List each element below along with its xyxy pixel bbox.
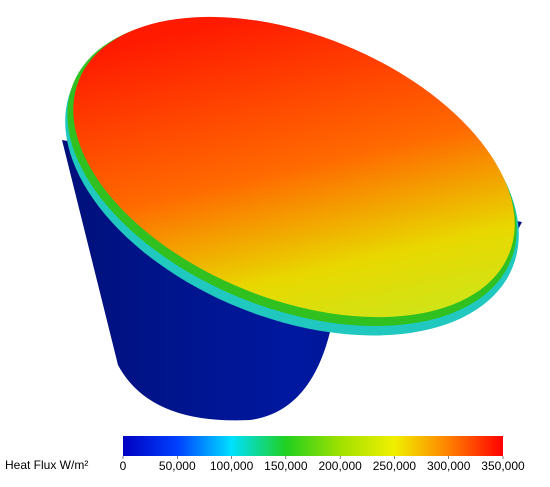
tick-label: 350,000	[481, 459, 525, 473]
colorbar-label: Heat Flux W/m²	[5, 458, 88, 472]
tick-label: 250,000	[373, 459, 417, 473]
tick-label: 0	[120, 459, 127, 473]
cone-object	[62, 16, 522, 421]
colorbar	[123, 436, 503, 456]
tick-label: 50,000	[159, 459, 196, 473]
tick-label: 300,000	[427, 459, 471, 473]
top-surface	[73, 16, 515, 318]
tick-label: 100,000	[210, 459, 254, 473]
tick-label: 150,000	[264, 459, 308, 473]
tick-label: 200,000	[318, 459, 362, 473]
